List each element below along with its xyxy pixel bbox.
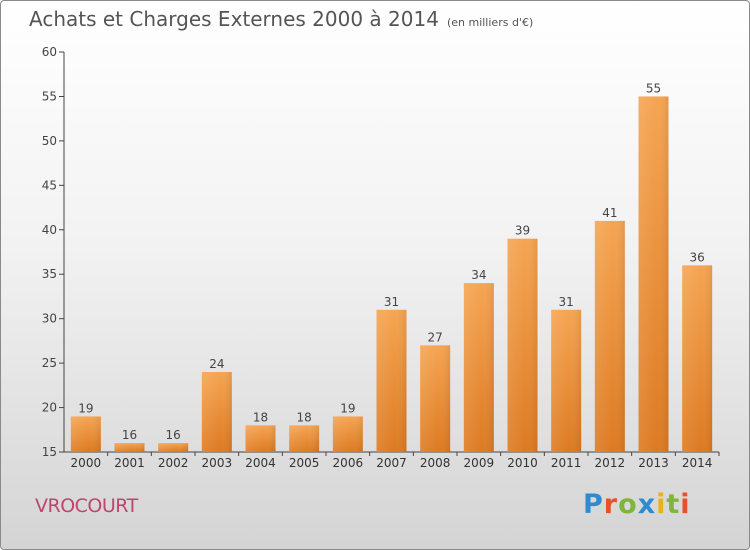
y-tick-label: 50 [42, 134, 57, 148]
x-tick-label: 2007 [376, 456, 407, 470]
chart-title-text: Achats et Charges Externes 2000 à 2014 [29, 7, 439, 31]
data-label: 16 [122, 428, 137, 442]
y-tick-label: 35 [42, 267, 57, 281]
axes: 15 20 25 30 35 40 45 50 55 60 2000 2001 2002 2003 2004… [42, 45, 720, 470]
x-tick-label: 2009 [464, 456, 495, 470]
logo-letter: P [583, 489, 604, 520]
data-label: 16 [166, 428, 181, 442]
logo-letter: i [656, 489, 667, 520]
bar-shade [376, 309, 407, 452]
data-label: 18 [253, 410, 268, 424]
data-label: 34 [471, 268, 486, 282]
bar-shade [245, 425, 276, 452]
x-tick-label: 2000 [71, 456, 102, 470]
bar-shade [158, 443, 189, 452]
data-label: 39 [515, 224, 530, 238]
bar-shade [551, 309, 582, 452]
bar-shade [507, 238, 538, 452]
x-tick-label: 2003 [202, 456, 233, 470]
logo-letter: i [680, 489, 691, 520]
data-label: 18 [297, 410, 312, 424]
data-label: 19 [340, 401, 355, 415]
proxiti-logo: Proxiti [583, 489, 691, 520]
data-label: 27 [428, 330, 443, 344]
x-tick-label: 2012 [595, 456, 626, 470]
bar-shade [114, 443, 145, 452]
y-tick-label: 30 [42, 312, 57, 326]
bar-shade [463, 283, 494, 452]
bar-shade [332, 416, 363, 452]
x-tick-label: 2008 [420, 456, 451, 470]
x-tick-label: 2011 [551, 456, 582, 470]
bar-shade [638, 96, 669, 452]
x-tick-label: 2013 [638, 456, 669, 470]
data-label: 31 [559, 295, 574, 309]
commune-name: VROCOURT [35, 495, 138, 517]
logo-letter: r [603, 489, 619, 520]
y-tick-label: 55 [42, 89, 57, 103]
x-tick-label: 2014 [682, 456, 713, 470]
data-label: 31 [384, 295, 399, 309]
data-label: 19 [78, 401, 93, 415]
logo-letter: o [618, 489, 638, 520]
x-tick-label: 2004 [245, 456, 276, 470]
y-tick-label: 15 [42, 445, 57, 459]
chart-subtitle: (en milliers d'€) [446, 16, 534, 29]
y-tick-label: 20 [42, 401, 57, 415]
bar-shade [289, 425, 320, 452]
bar-shade [594, 220, 625, 452]
data-label: 41 [602, 206, 617, 220]
bar-shade [682, 265, 713, 452]
logo-letter: x [637, 489, 657, 520]
bar-shade [70, 416, 101, 452]
x-tick-label: 2001 [114, 456, 145, 470]
x-tick-label: 2010 [507, 456, 538, 470]
y-tick-label: 40 [42, 223, 57, 237]
y-tick-label: 25 [42, 356, 57, 370]
value-labels: 19 16 16 24 18 18 19 31 27 34 39 31 41 55 36 [78, 81, 705, 442]
chart-title: Achats et Charges Externes 2000 à 2014 (e… [29, 7, 533, 31]
x-tick-label: 2002 [158, 456, 189, 470]
data-label: 24 [209, 357, 224, 371]
bar-shade [420, 345, 451, 452]
bar-shade [201, 372, 232, 452]
bars [70, 96, 713, 452]
data-label: 55 [646, 81, 661, 95]
y-tick-label: 45 [42, 178, 57, 192]
data-label: 36 [690, 250, 705, 264]
y-tick-label: 60 [42, 45, 57, 59]
logo-letter: t [666, 489, 681, 520]
x-tick-label: 2006 [333, 456, 364, 470]
x-tick-label: 2005 [289, 456, 320, 470]
